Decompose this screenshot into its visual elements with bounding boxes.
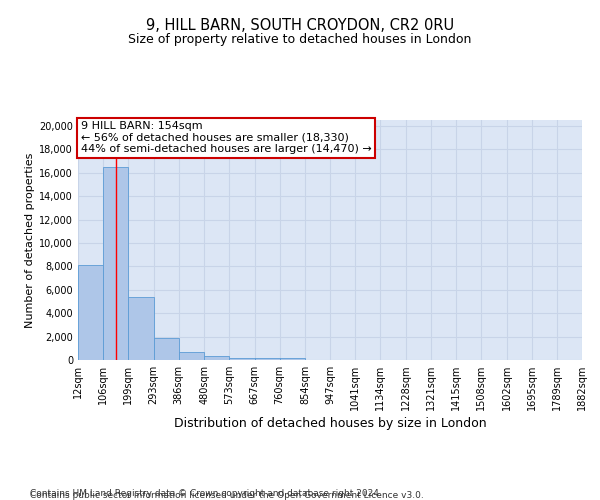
Bar (78, 265, 103, 360)
Bar (229, 358, 254, 360)
Y-axis label: Number of detached properties: Number of detached properties (25, 152, 35, 328)
Text: 9, HILL BARN, SOUTH CROYDON, CR2 0RU: 9, HILL BARN, SOUTH CROYDON, CR2 0RU (146, 18, 454, 32)
Text: Contains HM Land Registry data © Crown copyright and database right 2024.: Contains HM Land Registry data © Crown c… (30, 488, 382, 498)
X-axis label: Distribution of detached houses by size in London: Distribution of detached houses by size … (173, 418, 487, 430)
Bar (179, 352, 204, 360)
Text: Contains public sector information licensed under the Open Government Licence v3: Contains public sector information licen… (30, 491, 424, 500)
Text: Size of property relative to detached houses in London: Size of property relative to detached ho… (128, 32, 472, 46)
Bar (128, 297, 154, 360)
Bar (280, 358, 305, 360)
Bar (254, 358, 280, 360)
Text: 9 HILL BARN: 154sqm
← 56% of detached houses are smaller (18,330)
44% of semi-de: 9 HILL BARN: 154sqm ← 56% of detached ho… (80, 121, 371, 154)
Bar (204, 356, 229, 360)
Bar (103, 167, 128, 360)
Bar (154, 338, 179, 360)
